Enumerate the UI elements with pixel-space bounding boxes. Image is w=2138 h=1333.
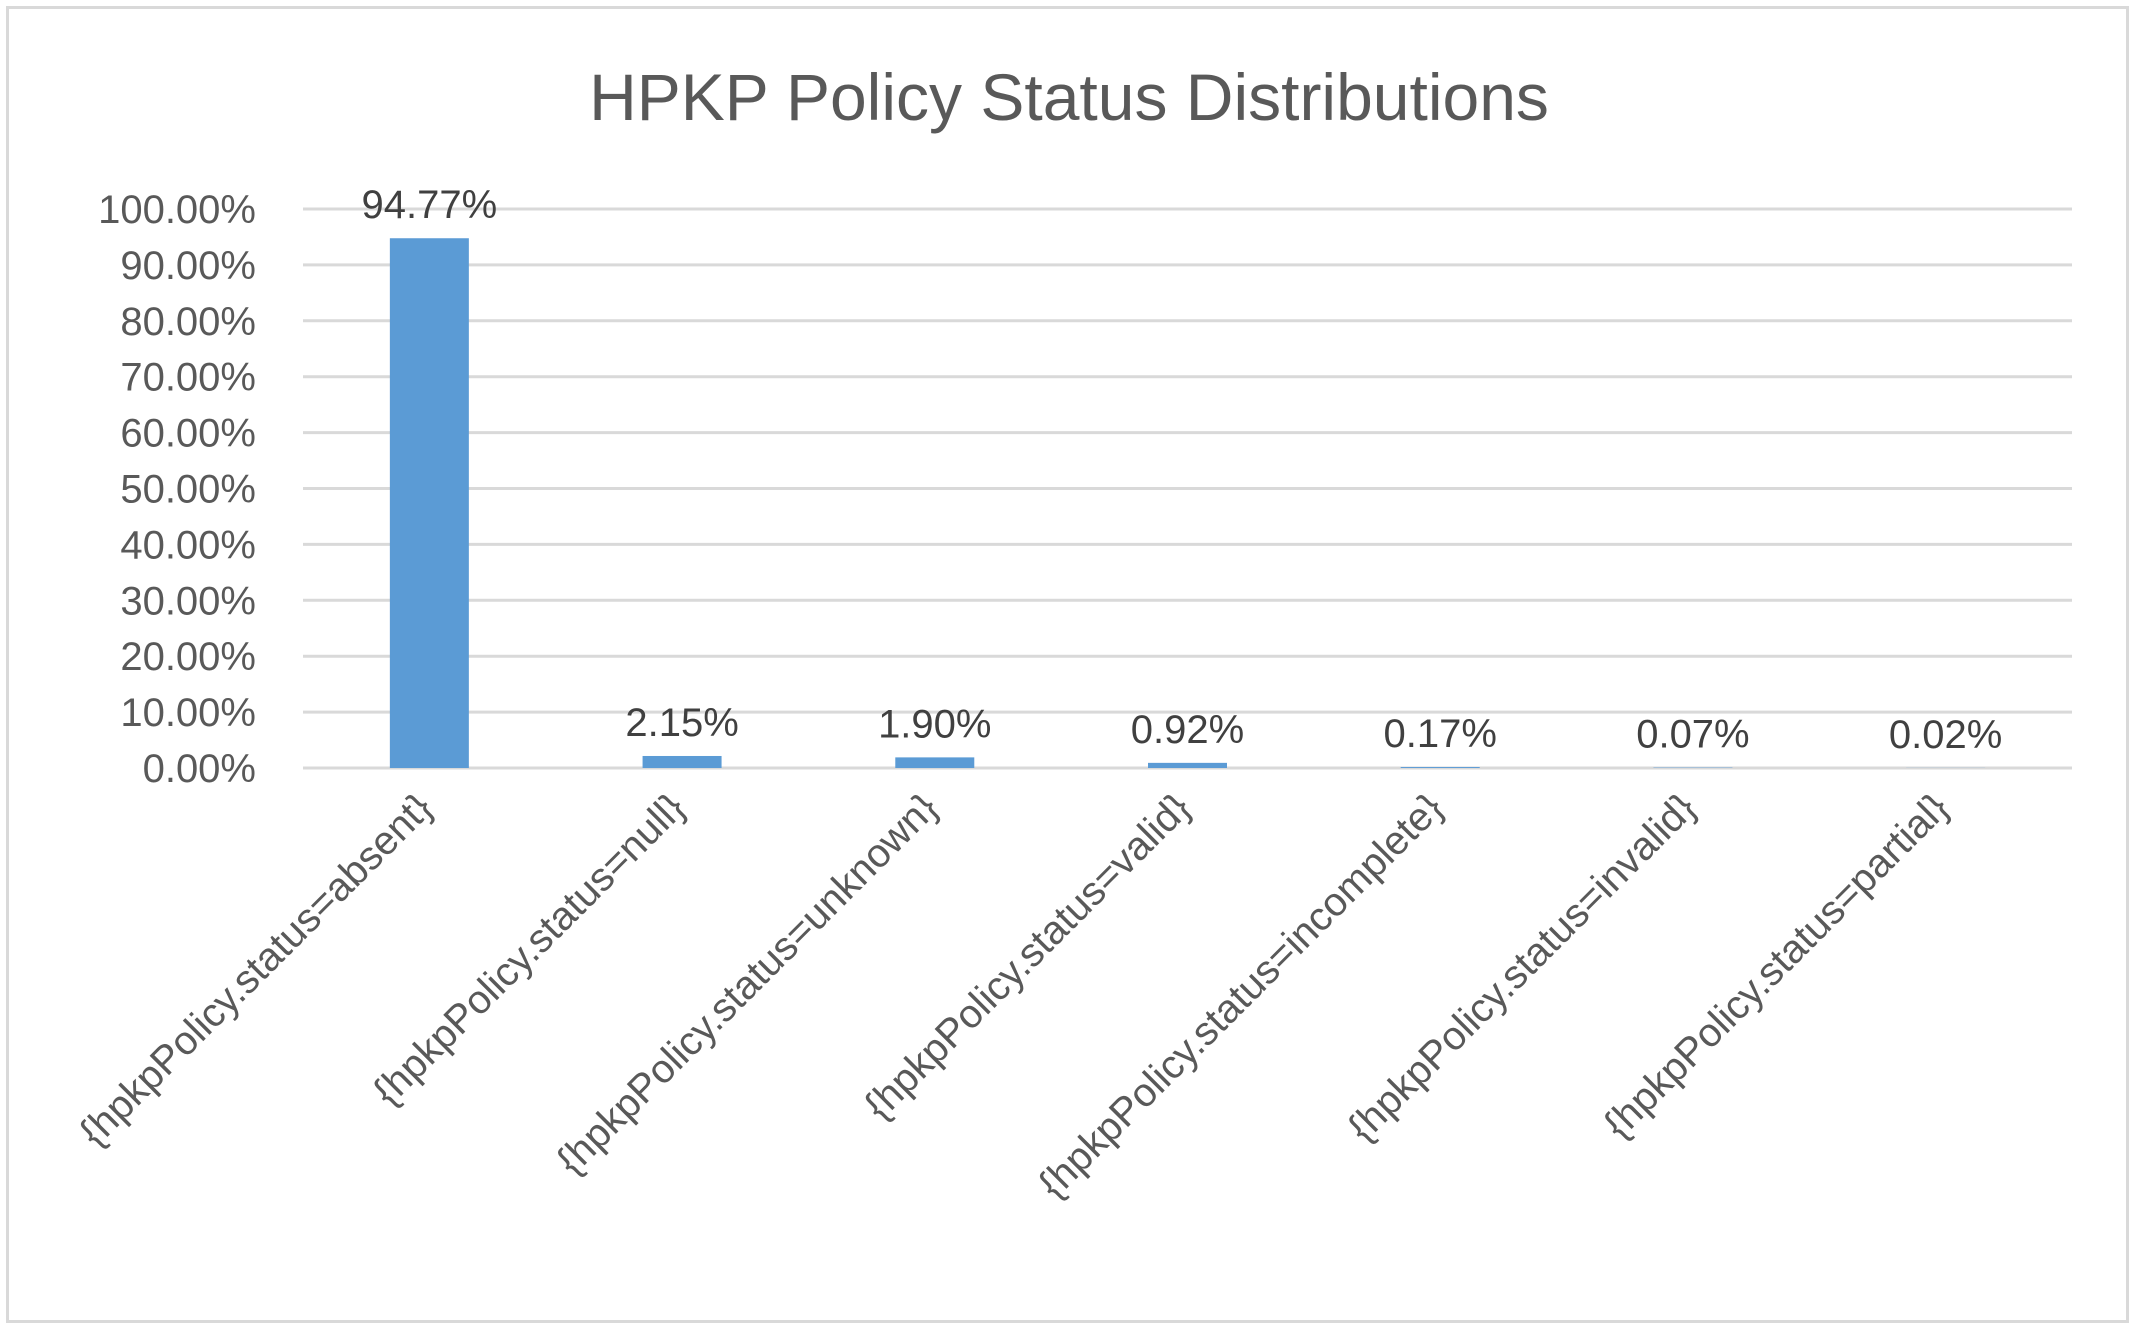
y-axis-tick-labels: 0.00% 10.00% 20.00% 30.00% 40.00% 50.00% 60.00… [98, 188, 256, 791]
gridlines [303, 207, 2072, 770]
data-label: 1.90% [878, 702, 991, 746]
data-label: 0.02% [1889, 713, 2002, 757]
bar [389, 238, 469, 768]
y-tick-label: 50.00% [120, 468, 256, 512]
y-tick-label: 40.00% [120, 523, 256, 567]
x-axis-category-labels: {hpkpPolicy.status=absent}{hpkpPolicy.st… [71, 785, 1957, 1206]
y-tick-label: 20.00% [120, 635, 256, 679]
data-label: 0.92% [1131, 708, 1244, 752]
data-labels: 94.77% 2.15% 1.90% 0.92% 0.17% 0.07% 0.02% [362, 183, 2003, 757]
y-tick-label: 60.00% [120, 412, 256, 456]
bar [1400, 767, 1480, 768]
bar [895, 757, 975, 768]
chart-title: HPKP Policy Status Distributions [589, 60, 1549, 134]
y-tick-label: 0.00% [143, 747, 256, 791]
bar [642, 755, 722, 768]
bar [1148, 762, 1227, 768]
data-label: 2.15% [625, 701, 738, 745]
category-label: {hpkpPolicy.status=incomplete} [1030, 785, 1451, 1206]
data-label: 94.77% [362, 183, 498, 227]
y-tick-label: 30.00% [120, 579, 256, 623]
y-tick-label: 10.00% [120, 691, 256, 735]
data-label: 0.07% [1636, 713, 1749, 757]
y-tick-label: 80.00% [120, 300, 256, 344]
data-label: 0.17% [1384, 712, 1497, 756]
bars [389, 238, 1986, 768]
y-tick-label: 100.00% [98, 188, 256, 232]
y-tick-label: 70.00% [120, 356, 256, 400]
chart-frame [6, 6, 2129, 1323]
y-tick-label: 90.00% [120, 244, 256, 288]
